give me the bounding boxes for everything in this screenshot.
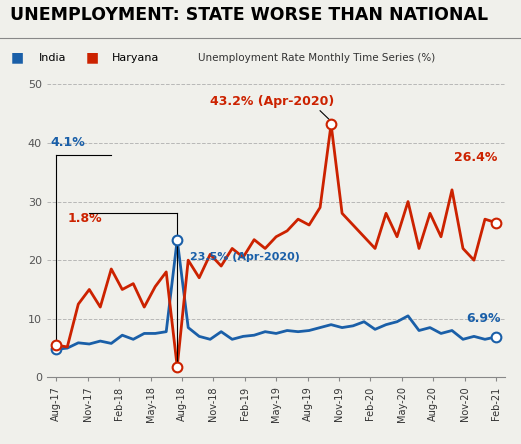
Text: 26.4%: 26.4% <box>454 151 497 163</box>
Text: 23.5% (Apr-2020): 23.5% (Apr-2020) <box>190 252 300 262</box>
Text: 4.1%: 4.1% <box>50 136 85 149</box>
Text: UNEMPLOYMENT: STATE WORSE THAN NATIONAL: UNEMPLOYMENT: STATE WORSE THAN NATIONAL <box>10 6 489 24</box>
Text: India: India <box>39 52 67 63</box>
Text: ■: ■ <box>86 51 99 64</box>
Text: Haryana: Haryana <box>112 52 159 63</box>
Text: ■: ■ <box>10 51 23 64</box>
Text: 6.9%: 6.9% <box>466 312 501 325</box>
Text: Unemployment Rate Monthly Time Series (%): Unemployment Rate Monthly Time Series (%… <box>198 52 435 63</box>
Text: 1.8%: 1.8% <box>67 212 102 225</box>
Text: 43.2% (Apr-2020): 43.2% (Apr-2020) <box>210 95 334 108</box>
